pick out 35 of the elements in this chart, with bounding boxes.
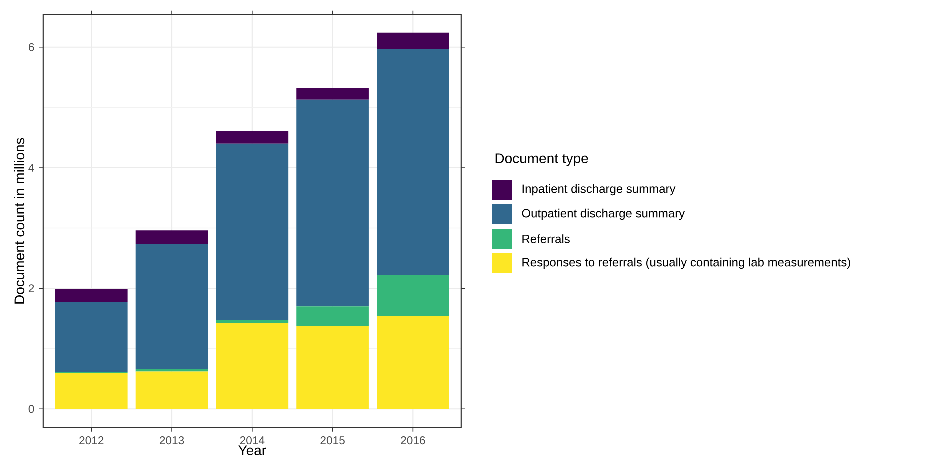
bar — [55, 372, 128, 410]
x-tick-label: 2016 — [401, 436, 426, 445]
x-tick-label: 2013 — [160, 436, 184, 445]
legend-label: Referrals — [522, 234, 570, 244]
bar — [296, 100, 369, 307]
bar — [377, 275, 450, 316]
bar — [377, 316, 450, 410]
x-tick-label: 2015 — [320, 436, 345, 445]
x-tick-label: 2012 — [80, 436, 104, 445]
x-axis-title: Year — [238, 446, 266, 456]
x-tick-label: 2014 — [240, 436, 265, 445]
bar — [296, 326, 369, 410]
bar — [296, 88, 369, 100]
bar — [136, 372, 208, 410]
bar — [216, 144, 289, 321]
y-tick-label: 4 — [28, 164, 34, 172]
legend-label: Outpatient discharge summary — [522, 208, 686, 220]
legend-label: Inpatient discharge summary — [522, 184, 676, 196]
y-tick-label: 6 — [28, 43, 34, 52]
y-tick-label: 0 — [28, 405, 34, 414]
y-tick-label: 2 — [28, 284, 34, 293]
bar — [55, 302, 128, 372]
bar — [377, 32, 450, 50]
bar — [216, 131, 289, 144]
legend-title: Document type — [496, 154, 588, 166]
bar — [216, 320, 289, 324]
bar — [55, 289, 128, 302]
bar — [216, 324, 289, 410]
legend-label: Responses to referrals (usually containing lab measurements) — [522, 258, 850, 270]
bar — [136, 244, 208, 370]
bar — [136, 369, 208, 372]
bar — [296, 306, 369, 327]
y-axis-title: Document count in millions — [14, 138, 25, 304]
bar — [136, 230, 208, 244]
bar — [377, 49, 450, 276]
